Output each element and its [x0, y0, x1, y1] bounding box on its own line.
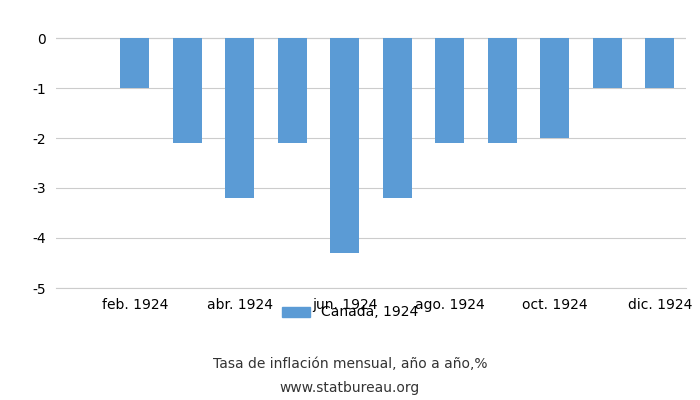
Text: Tasa de inflación mensual, año a año,%: Tasa de inflación mensual, año a año,% [213, 357, 487, 371]
Text: www.statbureau.org: www.statbureau.org [280, 381, 420, 395]
Bar [330, 38, 359, 253]
Legend: Canadá, 1924: Canadá, 1924 [276, 300, 424, 325]
Bar [593, 38, 622, 88]
Bar [488, 38, 517, 143]
Bar [225, 38, 254, 198]
Bar [540, 38, 569, 138]
Bar [645, 38, 674, 88]
Bar [120, 38, 149, 88]
Bar [383, 38, 412, 198]
Bar [278, 38, 307, 143]
Bar [435, 38, 464, 143]
Bar [173, 38, 202, 143]
